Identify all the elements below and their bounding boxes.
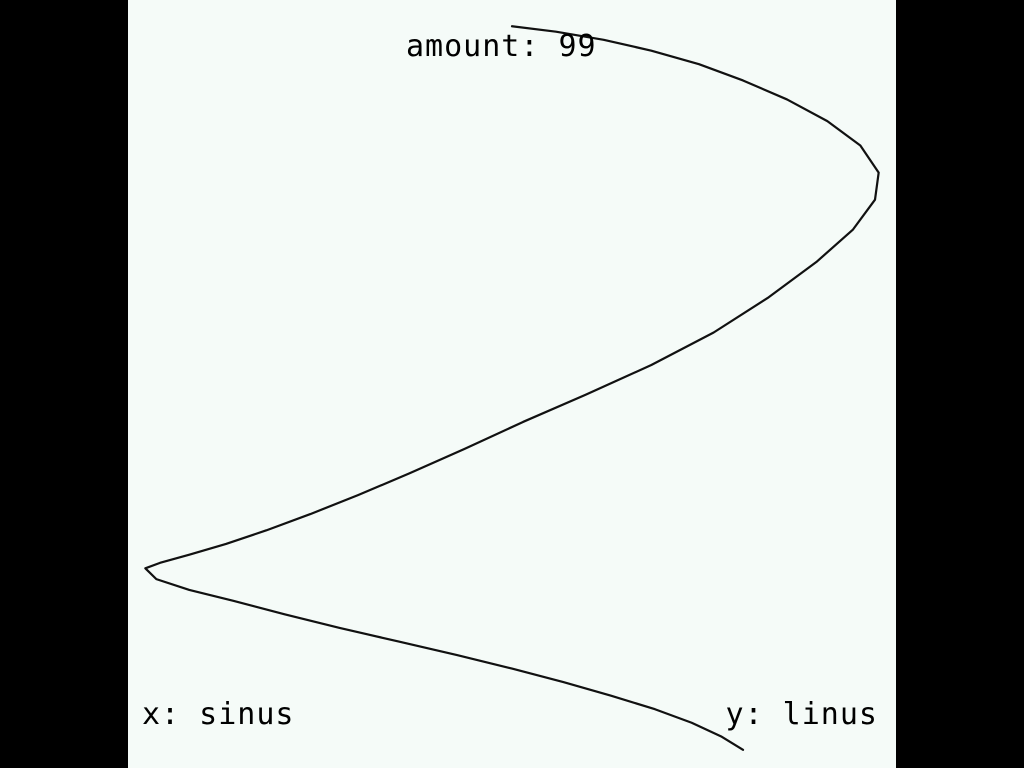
plot-canvas: amount: 99 x: sinus y: linus	[128, 0, 896, 768]
y-axis-readout: y: linus	[725, 697, 878, 732]
sine-curve	[144, 25, 880, 751]
x-axis-readout: x: sinus	[142, 697, 295, 732]
curve-plot	[144, 25, 880, 751]
amount-readout: amount: 99	[406, 29, 597, 64]
